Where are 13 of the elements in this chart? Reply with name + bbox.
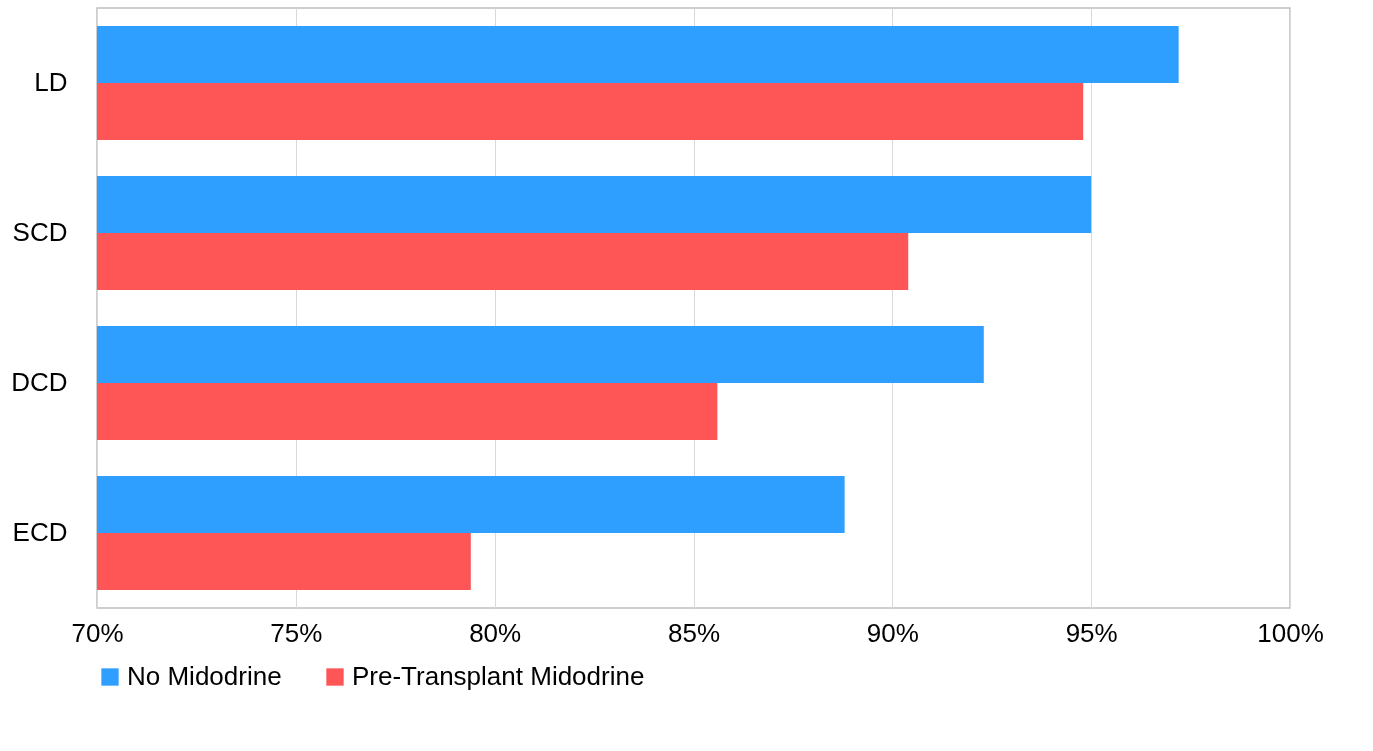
- x-tick-label: 75%: [270, 617, 323, 648]
- legend-label: Pre-Transplant Midodrine: [352, 661, 645, 691]
- x-tick-label: 100%: [1257, 617, 1324, 648]
- x-tick-label: 80%: [469, 617, 522, 648]
- x-tick-label: 70%: [71, 617, 124, 648]
- legend-label: No Midodrine: [127, 661, 282, 691]
- x-tick-label: 90%: [866, 617, 919, 648]
- y-tick-label: DCD: [11, 367, 68, 397]
- x-tick-label: 85%: [667, 617, 721, 648]
- y-tick-label: ECD: [12, 517, 68, 547]
- y-tick-label: LD: [34, 67, 68, 97]
- y-tick-label: SCD: [12, 217, 68, 247]
- x-tick-label: 95%: [1065, 617, 1118, 648]
